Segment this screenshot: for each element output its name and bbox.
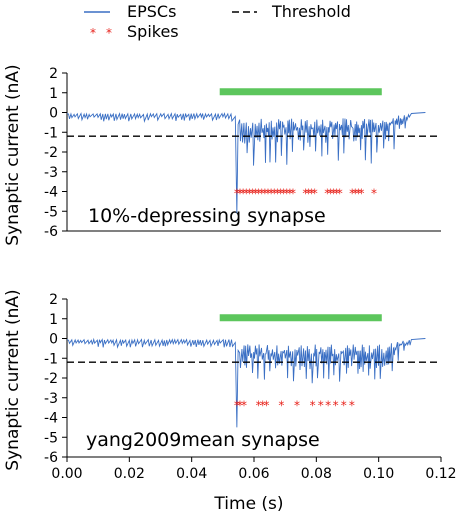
panel-top-spike-marker: * [355,187,361,201]
panel-bottom-ytick-label: 2 [49,292,58,308]
panel-bottom-ylabel: Synaptic current (nA) [3,289,23,470]
legend-epsc-label: EPSCs [127,2,176,21]
panel-bottom-xtick-label: 0.10 [363,466,394,482]
panel-bottom-epsc-trace [66,337,426,428]
legend-spikes-swatch: * [90,26,96,40]
panel-bottom-spike-marker: * [234,399,240,413]
panel-bottom-ytick-label: 0 [49,332,58,348]
panel-top-ytick-label: 0 [49,106,58,122]
panel-top-ylabel: Synaptic current (nA) [3,64,23,245]
panel-top-ytick-label: -5 [44,204,58,220]
panel-top-ytick-label: -6 [44,224,58,240]
panel-top-spike-marker: * [349,187,355,201]
panel-bottom-xtick-label: 0.04 [176,466,207,482]
panel-top-spike-marker: * [327,187,333,201]
panel-top-spike-marker: * [234,187,240,201]
panel-top-spike-marker: * [259,187,265,201]
legend: EPSCs Threshold * * Spikes [84,2,351,41]
panel-bottom-spike-marker: * [318,399,324,413]
panel-bottom-spike-marker: * [260,399,266,413]
panel-top-spike-marker: * [243,187,249,201]
panel-top: Synaptic current (nA) 10%-depressing syn… [3,64,441,246]
panel-top-spike-marker: * [271,187,277,201]
panel-bottom-xtick-label: 0.00 [51,466,82,482]
legend-spikes-swatch-2: * [106,26,112,40]
panel-top-ytick-label: -4 [44,185,58,201]
panel-top-spike-marker: * [256,187,262,201]
legend-spikes-label: Spikes [127,22,179,41]
panel-top-spike-marker: * [290,187,296,201]
panel-bottom-spike-marker: * [256,399,262,413]
panel-top-spike-marker: * [371,187,377,201]
panel-bottom-ytick-label: 1 [49,312,58,328]
panel-top-spike-marker: * [281,187,287,201]
panel-top-spike-marker: * [268,187,274,201]
panel-top-spike-marker: * [246,187,252,201]
panel-top-spike-marker: * [262,187,268,201]
panel-top-spike-marker: * [359,187,365,201]
panel-top-annotation: 10%-depressing synapse [88,205,326,227]
panel-bottom-spike-marker: * [325,399,331,413]
panel-bottom-annotation: yang2009mean synapse [86,429,320,451]
panel-bottom-spike-marker: * [294,399,300,413]
panel-bottom-spike-marker: * [333,399,339,413]
panel-top-spike-marker: * [277,187,283,201]
panel-top-spike-marker: * [302,187,308,201]
panel-top-spike-marker: * [274,187,280,201]
panel-bottom-ytick-label: -4 [44,411,58,427]
panel-top-spike-marker: * [240,187,246,201]
panel-bottom-spike-marker: * [263,399,269,413]
panel-top-ytick-label: -1 [44,125,58,141]
panel-top-spike-marker: * [334,187,340,201]
panel-bottom-xtick-label: 0.06 [238,466,269,482]
panel-top-spike-marker: * [309,187,315,201]
panel-bottom-xtick-label: 0.08 [301,466,332,482]
panel-bottom-spike-marker: * [278,399,284,413]
panel-top-ytick-label: -2 [44,145,58,161]
panel-bottom-ytick-label: -6 [44,450,58,466]
x-axis-label: Time (s) [213,494,283,514]
panel-bottom-xtick-label: 0.02 [114,466,145,482]
panel-top-spike-marker: * [337,187,343,201]
panel-top-spike-marker: * [237,187,243,201]
panel-bottom-ytick-label: -3 [44,391,58,407]
panel-top-ytick-label: 2 [49,66,58,82]
panel-top-spike-marker: * [324,187,330,201]
panel-top-spike-marker: * [312,187,318,201]
panel-top-spike-marker: * [265,187,271,201]
panel-top-spike-marker: * [284,187,290,201]
panel-top-ytick-label: 1 [49,86,58,102]
panel-top-ytick-label: -3 [44,165,58,181]
panel-bottom-ytick-label: -1 [44,351,58,367]
panel-bottom-spike-marker: * [310,399,316,413]
panel-bottom-spike-marker: * [241,399,247,413]
panel-bottom-spike-marker: * [349,399,355,413]
panel-bottom-xtick-label: 0.12 [425,466,456,482]
legend-threshold-label: Threshold [271,2,351,21]
panel-top-epsc-trace [66,112,426,214]
panel-bottom: Synaptic current (nA) yang2009mean synap… [3,289,457,514]
panel-top-spike-marker: * [306,187,312,201]
panel-top-spike-marker: * [352,187,358,201]
panel-top-spike-marker: * [253,187,259,201]
panel-bottom-spike-marker: * [341,399,347,413]
panel-bottom-spike-marker: * [237,399,243,413]
panel-top-spike-marker: * [249,187,255,201]
panel-top-spike-marker: * [287,187,293,201]
panel-top-spike-marker: * [330,187,336,201]
panel-bottom-ytick-label: -5 [44,430,58,446]
panel-bottom-ytick-label: -2 [44,371,58,387]
